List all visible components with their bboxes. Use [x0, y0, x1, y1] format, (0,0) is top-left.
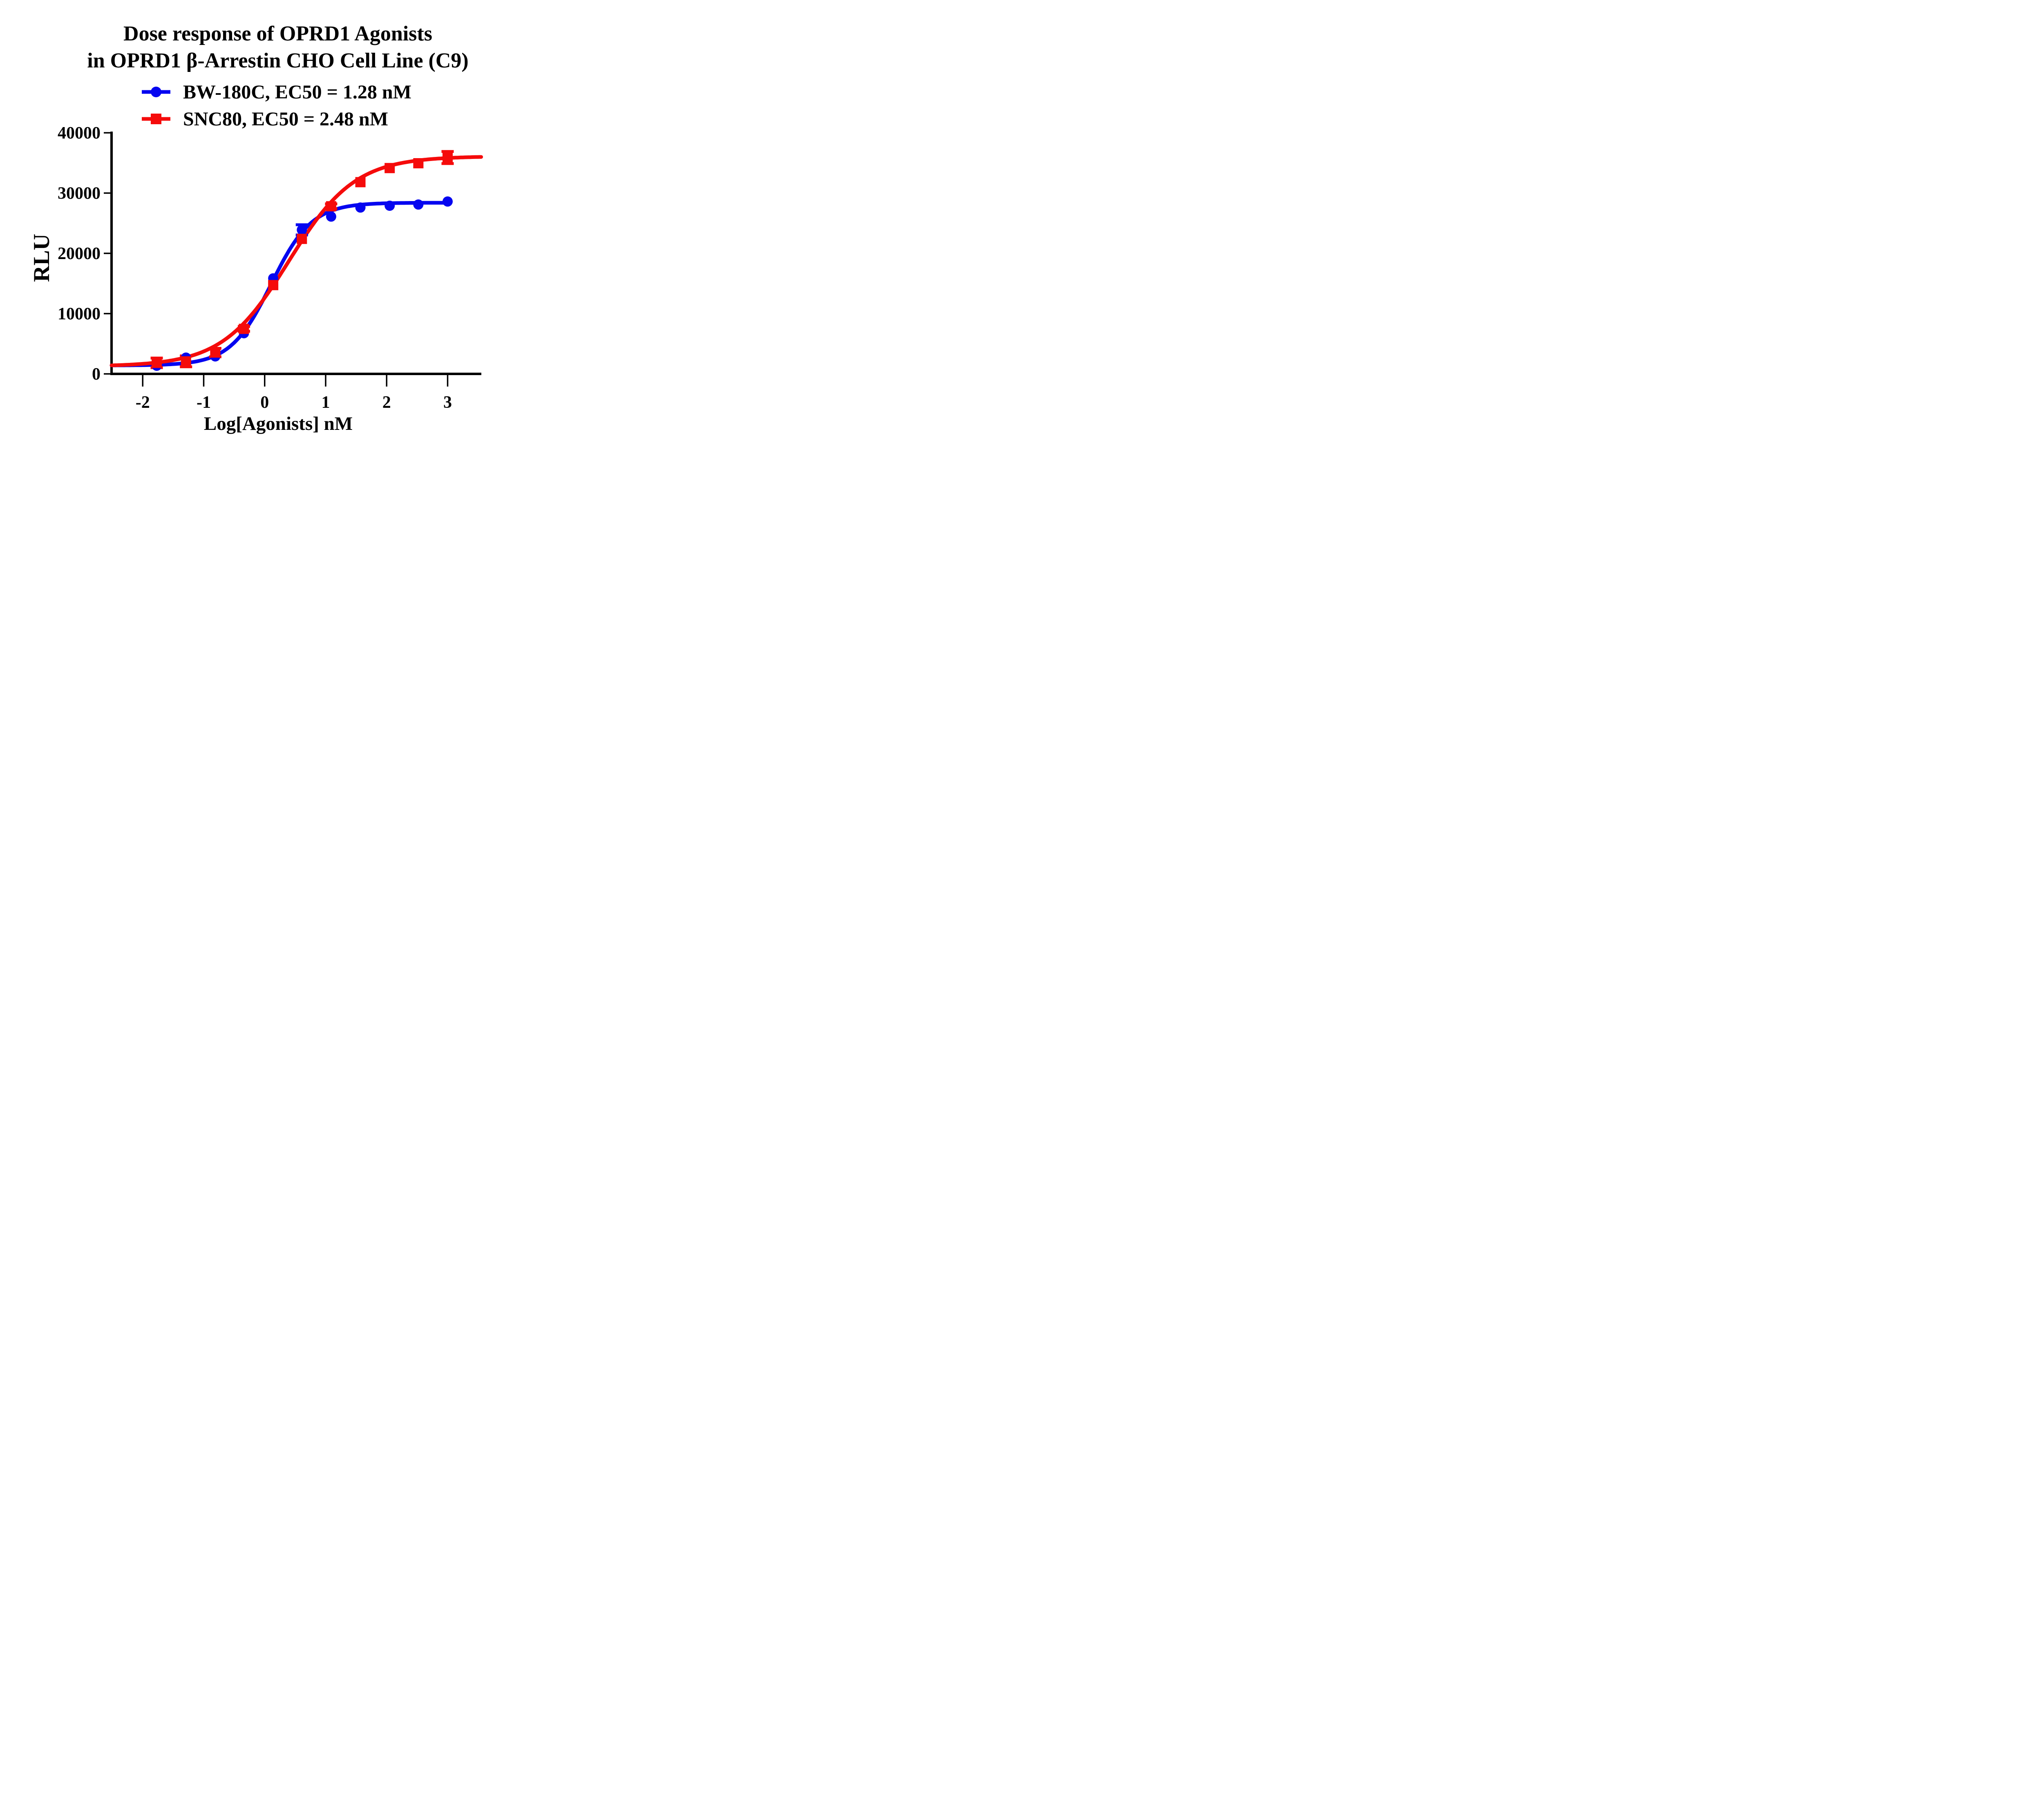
curve-bw-180c: [110, 201, 448, 367]
point-snc80: [239, 324, 249, 334]
point-snc80: [443, 152, 453, 163]
point-bw-180c: [326, 211, 336, 222]
point-bw-180c: [297, 224, 307, 235]
legend-marker-circle-icon: [142, 87, 170, 97]
dose-response-plot: 0 10000 20000 30000 40000 -2 -1 0 1 2 3: [58, 124, 483, 412]
point-snc80: [413, 158, 424, 168]
y-tick-label: 10000: [58, 305, 101, 324]
y-tick-label: 30000: [58, 184, 101, 203]
legend-marker-square-icon: [142, 114, 170, 124]
legend-label: BW-180C, EC50 = 1.28 nM: [183, 81, 411, 103]
legend: BW-180C, EC50 = 1.28 nM SNC80, EC50 = 2.…: [140, 78, 411, 132]
point-snc80: [355, 177, 366, 188]
legend-item-bw180c: BW-180C, EC50 = 1.28 nM: [140, 78, 411, 105]
point-snc80: [268, 280, 279, 291]
x-tick-label: -2: [136, 393, 150, 412]
y-tick-label: 20000: [58, 244, 101, 263]
y-tick-label: 0: [92, 365, 101, 384]
x-tick-label: -1: [197, 393, 211, 412]
page-title: Dose response of OPRD1 Agonists in OPRD1…: [33, 20, 523, 74]
legend-label: SNC80, EC50 = 2.48 nM: [183, 108, 389, 130]
x-tick-label: 1: [322, 393, 330, 412]
figure: Dose response of OPRD1 Agonists in OPRD1…: [0, 0, 532, 455]
title-line-2: in OPRD1 β-Arrestin CHO Cell Line (C9): [87, 49, 469, 72]
x-axis-title: Log[Agonists] nM: [203, 413, 353, 434]
point-snc80: [181, 356, 191, 367]
point-bw-180c: [443, 196, 453, 207]
legend-item-snc80: SNC80, EC50 = 2.48 nM: [140, 105, 411, 132]
curve-snc80: [110, 155, 483, 367]
point-snc80: [384, 163, 395, 173]
point-bw-180c: [355, 202, 366, 213]
point-snc80: [326, 201, 336, 212]
x-tick-label: 2: [382, 393, 391, 412]
point-bw-180c: [413, 199, 424, 210]
x-tick-label: 0: [260, 393, 269, 412]
x-tick-label: 3: [443, 393, 452, 412]
title-line-1: Dose response of OPRD1 Agonists: [123, 22, 432, 45]
point-snc80: [297, 234, 307, 244]
point-snc80: [210, 347, 221, 358]
point-bw-180c: [384, 200, 395, 211]
point-snc80: [152, 358, 162, 368]
y-tick-label: 40000: [58, 124, 101, 143]
